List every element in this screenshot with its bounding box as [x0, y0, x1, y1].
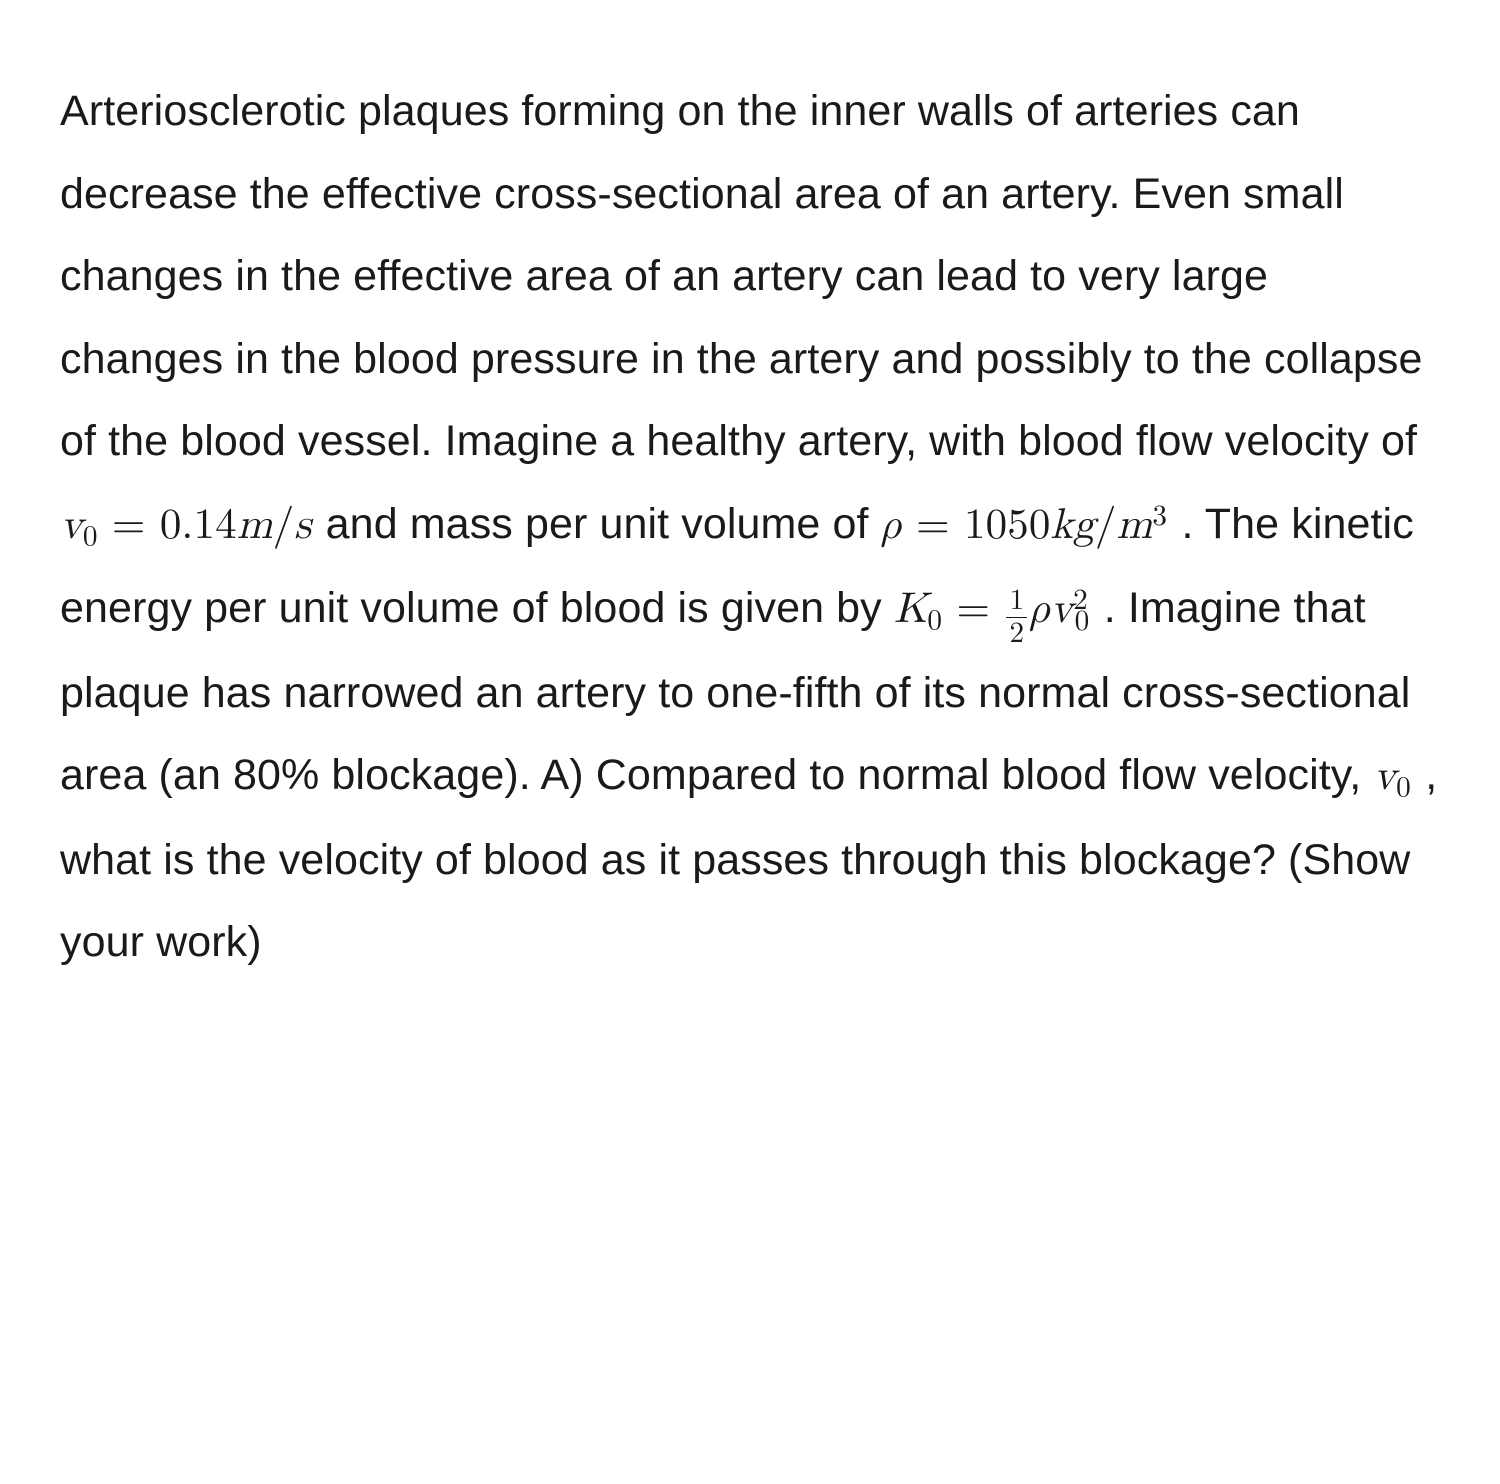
sup-3: 3: [1152, 501, 1167, 531]
var-rho: ρ: [1029, 588, 1050, 631]
var-v: v: [1050, 588, 1073, 631]
denominator: 2: [1006, 618, 1027, 648]
math-v0-ref: v0: [1373, 755, 1425, 798]
var-v: v: [1373, 755, 1396, 798]
eq: =: [902, 504, 950, 547]
math-K0: K0 = 12ρv20: [894, 588, 1104, 631]
slash: /: [273, 504, 295, 547]
sub-0: 0: [927, 606, 942, 636]
sub-0: 0: [1396, 773, 1411, 803]
text-frag-1: and mass per unit volume of: [326, 500, 881, 548]
unit-kg: kg: [1050, 504, 1094, 547]
val-1050: 1050: [964, 504, 1050, 547]
math-v0: v0 = 0.14m/s: [60, 504, 326, 547]
unit-m: m: [1116, 504, 1152, 547]
var-K: K: [894, 588, 928, 631]
eq: =: [942, 588, 1004, 631]
sub-0: 0: [1075, 606, 1090, 636]
math-rho-val: 1050kg/m3: [964, 504, 1181, 547]
fraction-half: 12: [1006, 586, 1027, 647]
sub-0: 0: [83, 521, 98, 551]
problem-text: Arteriosclerotic plaques forming on the …: [60, 70, 1440, 984]
numerator: 1: [1006, 586, 1027, 617]
var-rho: ρ: [881, 504, 902, 547]
text-frag-0: Arteriosclerotic plaques forming on the …: [60, 87, 1423, 465]
slash: /: [1095, 504, 1117, 547]
unit-s: s: [294, 504, 311, 547]
math-rho: ρ =: [881, 504, 964, 547]
unit-m: m: [237, 504, 273, 547]
eq-val: = 0.14: [98, 504, 237, 547]
var-v: v: [60, 504, 83, 547]
page: Arteriosclerotic plaques forming on the …: [0, 0, 1500, 1484]
